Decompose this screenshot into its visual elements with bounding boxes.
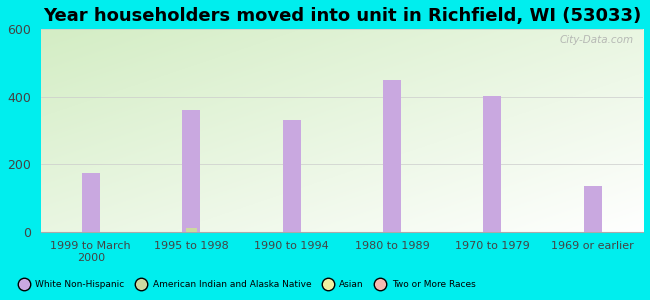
- Bar: [82, 173, 100, 232]
- Legend: White Non-Hispanic, American Indian and Alaska Native, Asian, Two or More Races: White Non-Hispanic, American Indian and …: [11, 276, 479, 292]
- Bar: [584, 186, 602, 232]
- Text: City-Data.com: City-Data.com: [560, 35, 634, 45]
- Bar: [182, 110, 200, 232]
- Bar: [484, 96, 501, 232]
- Title: Year householders moved into unit in Richfield, WI (53033): Year householders moved into unit in Ric…: [43, 7, 641, 25]
- Bar: [283, 120, 301, 232]
- Bar: [383, 80, 401, 232]
- Bar: [186, 228, 196, 232]
